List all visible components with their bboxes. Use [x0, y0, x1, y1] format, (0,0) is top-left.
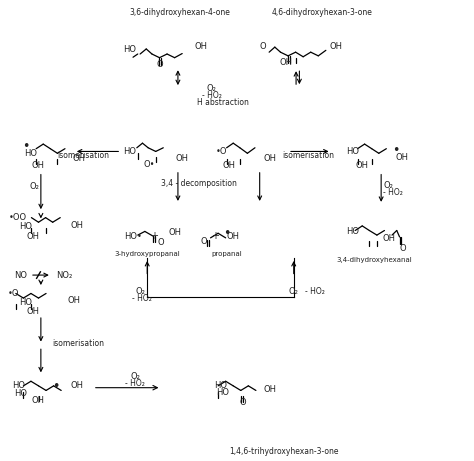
Text: isomerisation: isomerisation [53, 339, 105, 348]
Text: 3-hydroxypropanal: 3-hydroxypropanal [114, 251, 180, 257]
Text: OH: OH [280, 58, 292, 67]
Text: OH: OH [194, 42, 208, 51]
Text: - HO₂: - HO₂ [132, 294, 152, 302]
Text: •: • [392, 144, 400, 157]
Text: OH: OH [264, 384, 276, 394]
Text: •: • [52, 380, 59, 393]
Text: O: O [156, 59, 163, 69]
Text: •: • [22, 140, 29, 154]
Text: OH: OH [73, 154, 85, 163]
Text: HO: HO [18, 298, 32, 307]
Text: HO: HO [24, 149, 37, 158]
Text: NO₂: NO₂ [56, 271, 73, 279]
Text: O₂: O₂ [289, 287, 299, 296]
Text: HO: HO [12, 381, 26, 390]
Text: HO: HO [214, 381, 228, 390]
Text: O: O [399, 244, 406, 254]
Text: propanal: propanal [211, 251, 242, 257]
Text: O: O [200, 237, 207, 246]
Text: OH: OH [264, 154, 276, 163]
Text: OH: OH [71, 381, 83, 390]
Text: O₂: O₂ [383, 181, 393, 190]
Text: O: O [157, 238, 164, 248]
Text: •O: •O [216, 147, 227, 156]
Text: 3,6-dihydroxyhexan-4-one: 3,6-dihydroxyhexan-4-one [130, 8, 231, 17]
Text: •OO: •OO [9, 213, 27, 222]
Text: HO: HO [346, 227, 359, 236]
Text: •O: •O [8, 289, 19, 298]
Text: O₂: O₂ [30, 183, 40, 191]
Text: - HO₂: - HO₂ [201, 91, 221, 100]
Text: OH: OH [71, 221, 83, 230]
Text: O₂: O₂ [136, 287, 145, 296]
Text: OH: OH [168, 228, 182, 237]
Text: 4,6-dihydroxyhexan-3-one: 4,6-dihydroxyhexan-3-one [272, 8, 373, 17]
Text: •: • [223, 227, 230, 240]
Text: - HO₂: - HO₂ [305, 287, 325, 296]
Text: +: + [150, 231, 157, 241]
Text: - HO₂: - HO₂ [126, 378, 146, 388]
Text: HO: HO [346, 147, 359, 156]
Text: OH: OH [223, 161, 236, 170]
Text: OH: OH [27, 307, 40, 316]
Text: O: O [260, 42, 266, 51]
Text: HO: HO [19, 222, 33, 231]
Text: HO•: HO• [125, 231, 142, 241]
Text: 3,4 - decomposition: 3,4 - decomposition [161, 179, 237, 188]
Text: H abstraction: H abstraction [197, 98, 249, 107]
Text: HO: HO [216, 388, 229, 397]
Text: NO: NO [14, 271, 27, 279]
Text: isomerisation: isomerisation [57, 151, 109, 160]
Text: HO: HO [14, 389, 27, 398]
Text: O•: O• [144, 160, 155, 169]
Text: OH: OH [31, 396, 45, 405]
Text: - HO₂: - HO₂ [383, 188, 402, 197]
Text: +: + [210, 231, 219, 241]
Text: OH: OH [68, 296, 81, 305]
Text: OH: OH [383, 234, 396, 243]
Text: OH: OH [27, 231, 40, 241]
Text: 1,4,6-trihydroxyhexan-3-one: 1,4,6-trihydroxyhexan-3-one [229, 447, 339, 455]
Text: OH: OH [396, 154, 409, 162]
Text: O₂: O₂ [206, 84, 216, 94]
Text: OH: OH [355, 161, 368, 170]
Text: O₂: O₂ [130, 372, 140, 381]
Text: OH: OH [227, 231, 239, 241]
Text: OH: OH [32, 161, 45, 170]
Text: O: O [239, 398, 246, 407]
Text: HO: HO [123, 45, 136, 54]
Text: 3,4-dihydroxyhexanal: 3,4-dihydroxyhexanal [336, 257, 412, 263]
Text: HO: HO [124, 147, 137, 156]
Text: OH: OH [329, 42, 342, 51]
Text: isomerisation: isomerisation [282, 151, 334, 160]
Text: OH: OH [175, 154, 189, 163]
